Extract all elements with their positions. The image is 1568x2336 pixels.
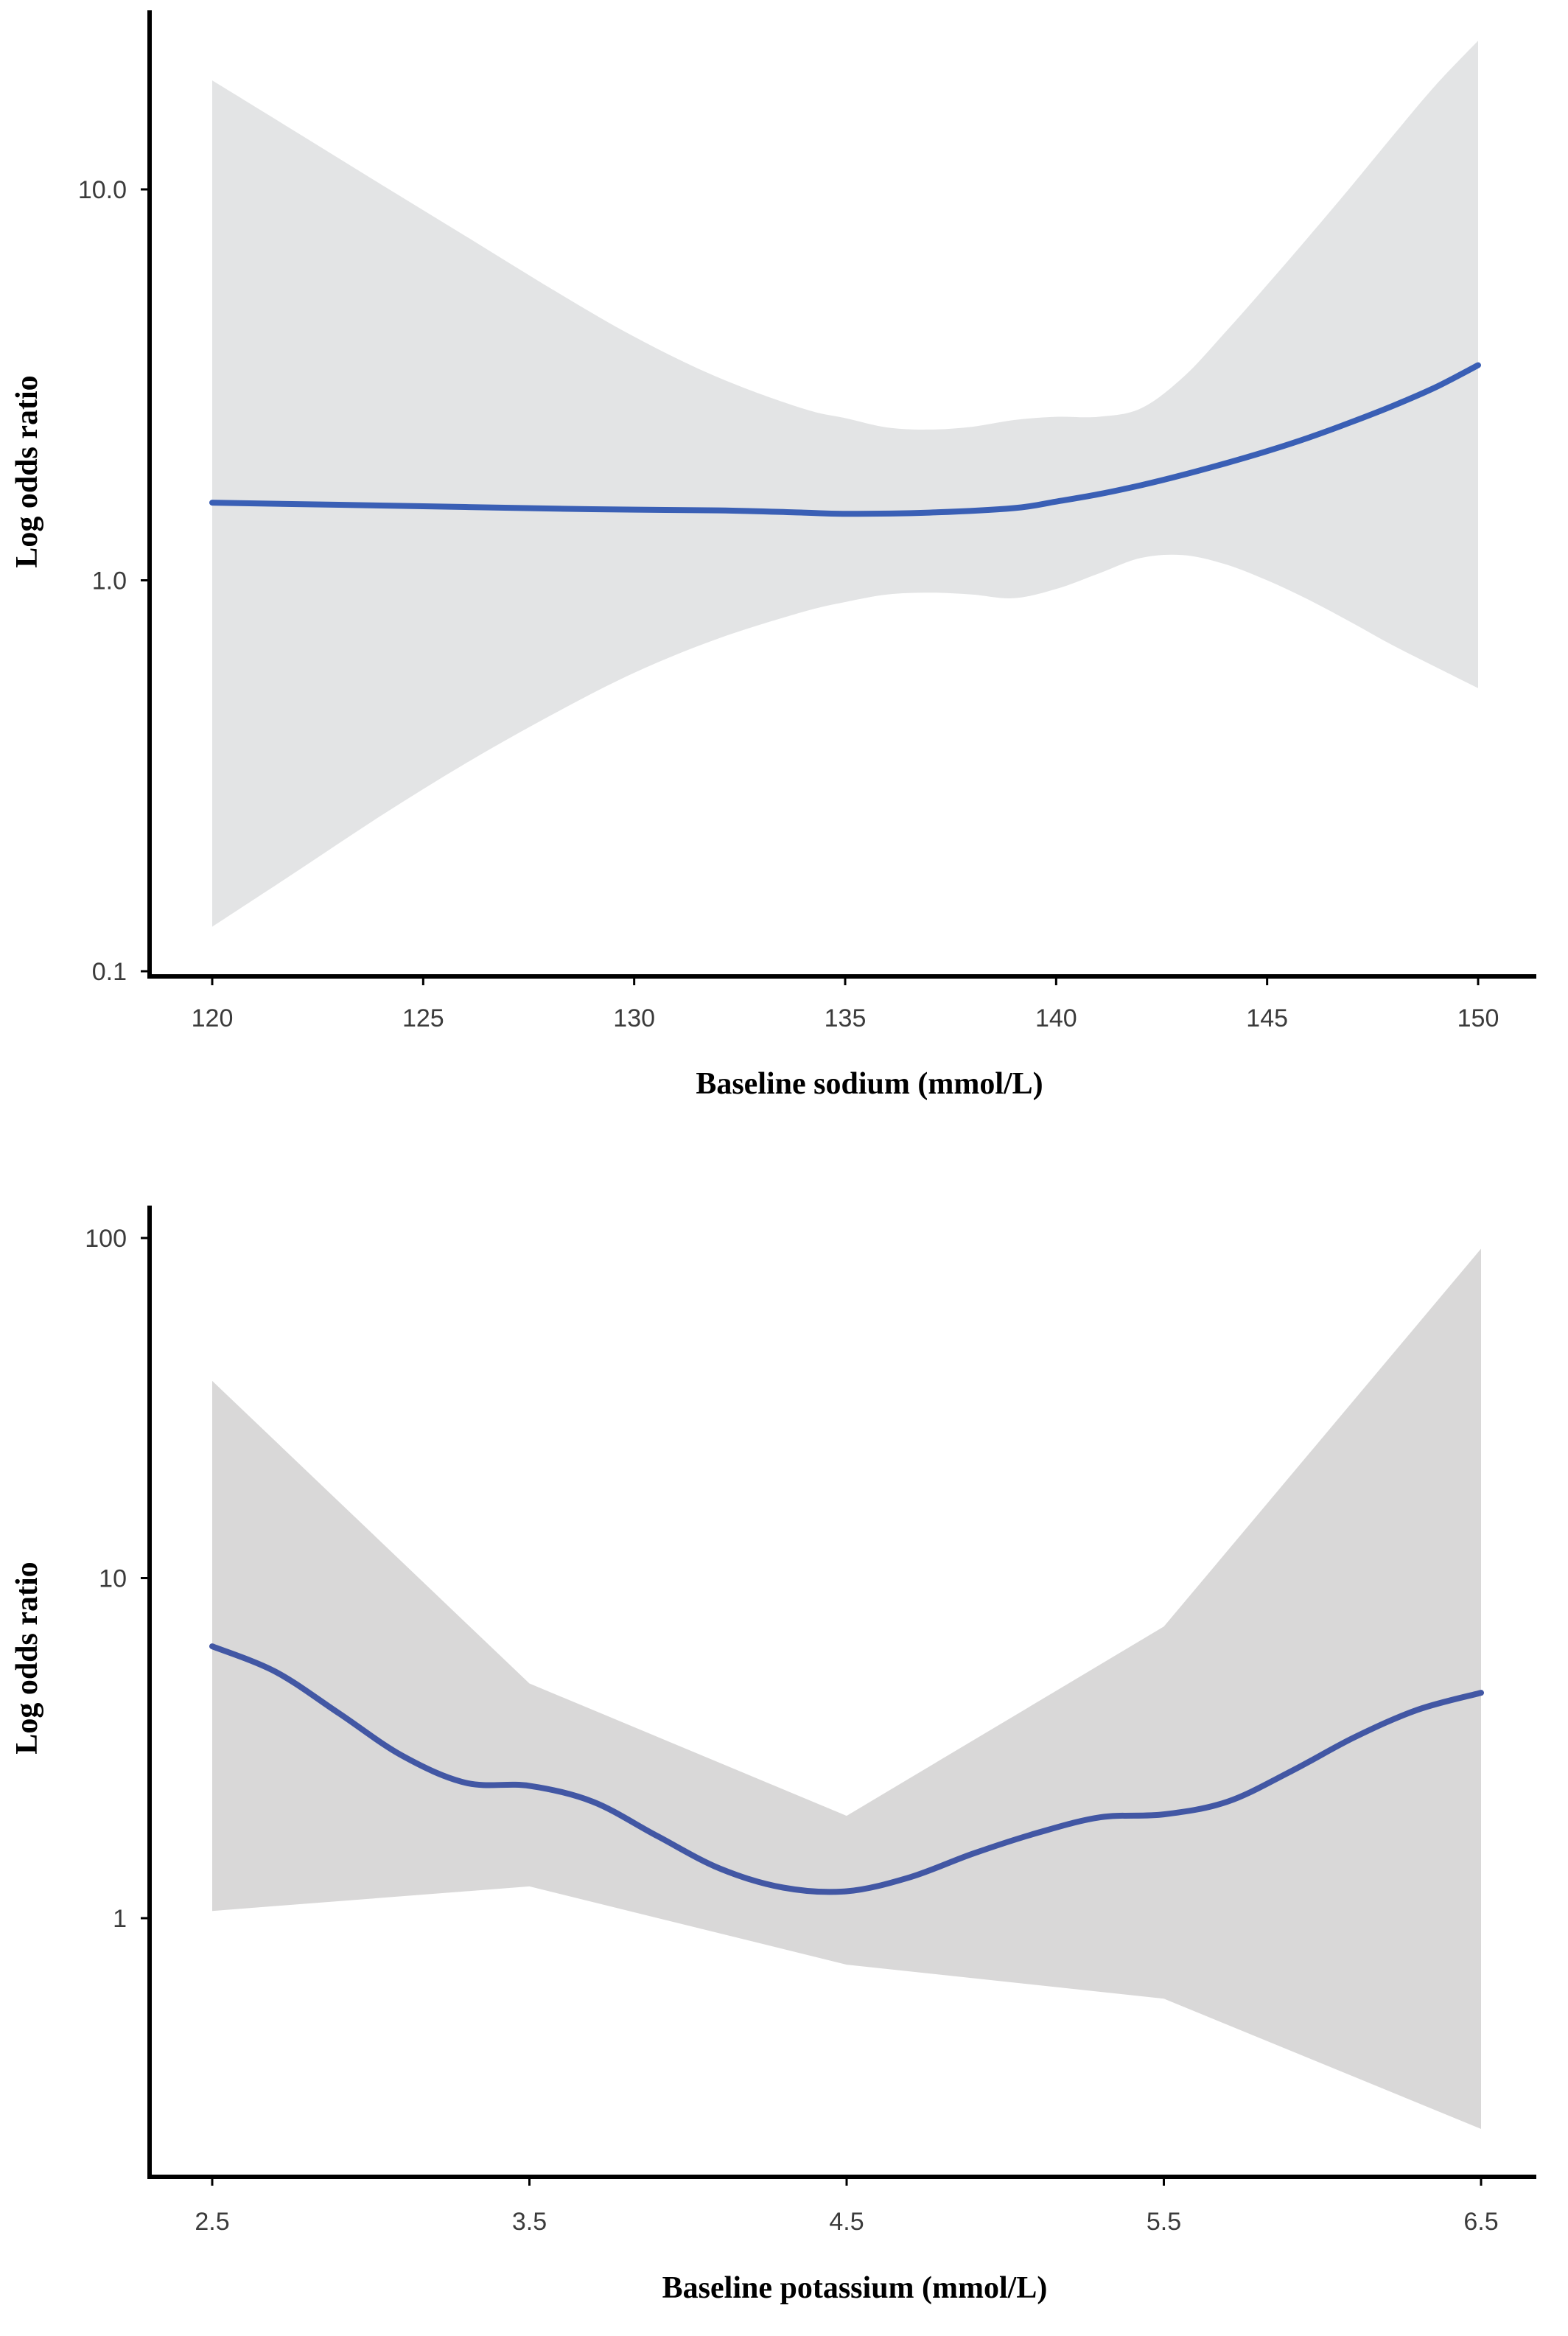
potassium-y-tick-label: 100 bbox=[85, 1225, 127, 1253]
potassium-x-tick-label: 6.5 bbox=[1463, 2208, 1498, 2236]
potassium-x-tick-label: 2.5 bbox=[195, 2208, 229, 2236]
potassium-y-axis-title: Log odds ratio bbox=[10, 1562, 44, 1754]
sodium-x-axis-title: Baseline sodium (mmol/L) bbox=[696, 1067, 1043, 1101]
sodium-x-ticks: 120 125 130 135 140 145 150 bbox=[192, 976, 1499, 1032]
sodium-y-axis-title: Log odds ratio bbox=[10, 375, 44, 567]
potassium-confidence-band bbox=[212, 1248, 1481, 2129]
potassium-y-tick-label: 1 bbox=[113, 1905, 127, 1933]
potassium-chart: 2.5 3.5 4.5 5.5 6.5 1 10 100 Baseline potassiu… bbox=[10, 1206, 1536, 2305]
potassium-x-tick-label: 4.5 bbox=[829, 2208, 864, 2236]
potassium-y-ticks: 1 10 100 bbox=[85, 1225, 150, 1933]
sodium-y-tick-label: 0.1 bbox=[92, 958, 127, 986]
sodium-confidence-band bbox=[212, 41, 1478, 927]
potassium-x-tick-label: 3.5 bbox=[512, 2208, 547, 2236]
potassium-x-tick-label: 5.5 bbox=[1147, 2208, 1181, 2236]
sodium-y-tick-label: 1.0 bbox=[92, 567, 127, 595]
sodium-x-tick-label: 130 bbox=[613, 1004, 655, 1032]
sodium-x-tick-label: 140 bbox=[1035, 1004, 1077, 1032]
sodium-x-tick-label: 150 bbox=[1457, 1004, 1499, 1032]
potassium-x-ticks: 2.5 3.5 4.5 5.5 6.5 bbox=[195, 2177, 1499, 2236]
sodium-chart: 120 125 130 135 140 145 150 0.1 1.0 10.0 Baselin… bbox=[10, 10, 1536, 1101]
sodium-y-ticks: 0.1 1.0 10.0 bbox=[78, 176, 150, 986]
sodium-x-tick-label: 145 bbox=[1246, 1004, 1288, 1032]
potassium-y-tick-label: 10 bbox=[99, 1565, 127, 1593]
sodium-x-tick-label: 125 bbox=[402, 1004, 444, 1032]
sodium-x-tick-label: 135 bbox=[825, 1004, 867, 1032]
sodium-y-tick-label: 10.0 bbox=[78, 176, 127, 204]
sodium-spline-line bbox=[209, 362, 1481, 517]
potassium-spline-line bbox=[209, 1643, 1484, 1895]
potassium-x-axis-title: Baseline potassium (mmol/L) bbox=[662, 2271, 1048, 2305]
sodium-x-tick-label: 120 bbox=[192, 1004, 234, 1032]
